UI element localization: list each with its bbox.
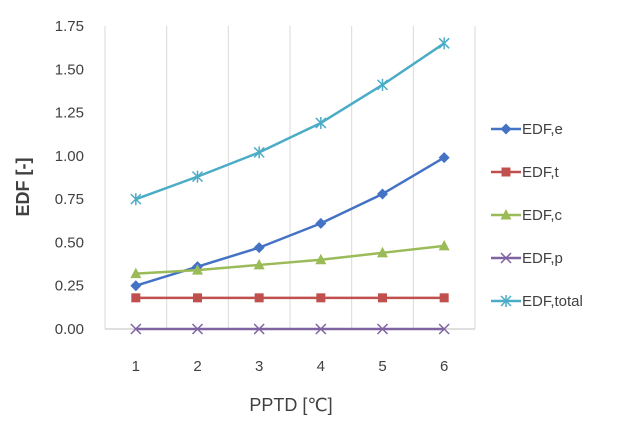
marker-stroke [500,295,512,307]
y-tick-label: 1.25 [55,105,84,122]
series-layer [130,37,450,335]
series-edf-c-line [135,244,445,275]
marker-stroke [191,323,204,335]
series-edf-c-point [438,239,450,251]
x-tick-label: 6 [440,358,448,375]
series-edf-total-point [376,78,389,91]
marker-stroke [500,252,512,264]
series-edf-total-point [253,146,265,159]
series-edf-e-point [130,280,142,292]
series-edf-p-point [191,323,204,335]
axis-layer: 0.00 0.25 0.50 0.75 1.00 1.25 1.50 1.75 1 2 3 4 5 6 [55,18,475,375]
y-tick-label: 1.50 [55,61,84,78]
series-edf-p-point [438,323,450,335]
series-edf-t-point [316,293,326,303]
series-edf-t-point [254,293,264,303]
legend-edf-t-marker [501,167,511,177]
series-edf-p-point [376,323,389,335]
y-tick-label: 0.50 [55,234,84,251]
series-edf-p-point [315,323,327,335]
y-tick-label: 1.00 [55,148,84,165]
series-edf-t-point [131,293,141,303]
marker-stroke [253,323,265,335]
series-edf-e-point [377,188,388,200]
series-edf-p-point [253,323,265,335]
series-edf-e-point [438,152,450,164]
legend-edf-c-label: EDF,c [522,207,563,224]
y-tick-label: 0.00 [55,321,84,338]
marker-stroke [315,116,327,129]
legend-layer: EDF,e EDF,t EDF,c EDF,p EDF,total [491,121,583,310]
marker-stroke [130,323,142,335]
y-tick-label: 0.25 [55,278,84,295]
series-edf-total-point [191,170,204,183]
marker-stroke [438,37,450,50]
marker-stroke [130,193,142,206]
legend-edf-t-label: EDF,t [522,164,560,181]
y-tick-label: 1.75 [55,18,84,35]
x-tick-label: 3 [255,358,263,375]
legend-edf-e-label: EDF,e [522,121,563,138]
legend-edf-p-label: EDF,p [522,250,563,267]
series-edf-t-point [439,293,449,303]
series-edf-c-point [253,258,265,270]
legend-edf-p-marker [500,252,512,264]
series-edf-e-point [253,242,265,254]
series-edf-t-point [193,293,202,303]
x-tick-label: 5 [378,358,386,375]
legend-edf-total-label: EDF,total [522,293,583,310]
series-edf-p-point [130,323,142,335]
x-tick-label: 2 [193,358,201,375]
marker-stroke [191,170,204,183]
series-edf-e-point [315,217,327,229]
series-edf-c-point [377,246,388,258]
y-tick-label: 0.75 [55,191,84,208]
legend-edf-c-marker [500,209,512,220]
marker-stroke [438,323,450,335]
legend-edf-e-marker [500,123,512,135]
marker-stroke [253,146,265,159]
series-edf-t-point [378,293,387,303]
series-edf-total-point [315,116,327,129]
y-axis-title: EDF [-] [13,158,33,217]
series-edf-total-point [438,37,450,50]
series-edf-total-line [135,42,445,201]
series-edf-c-point [315,253,327,265]
series-edf-c-point [130,267,142,279]
x-tick-label: 4 [317,358,325,375]
marker-stroke [315,323,327,335]
x-axis-title: PPTD [℃] [249,395,332,415]
marker-stroke [376,78,389,91]
series-edf-total-point [130,193,142,206]
marker-stroke [376,323,389,335]
legend-edf-total-marker [500,295,512,307]
grid-layer [104,26,476,329]
series-edf-c-point [192,264,203,275]
x-tick-label: 1 [132,358,140,375]
